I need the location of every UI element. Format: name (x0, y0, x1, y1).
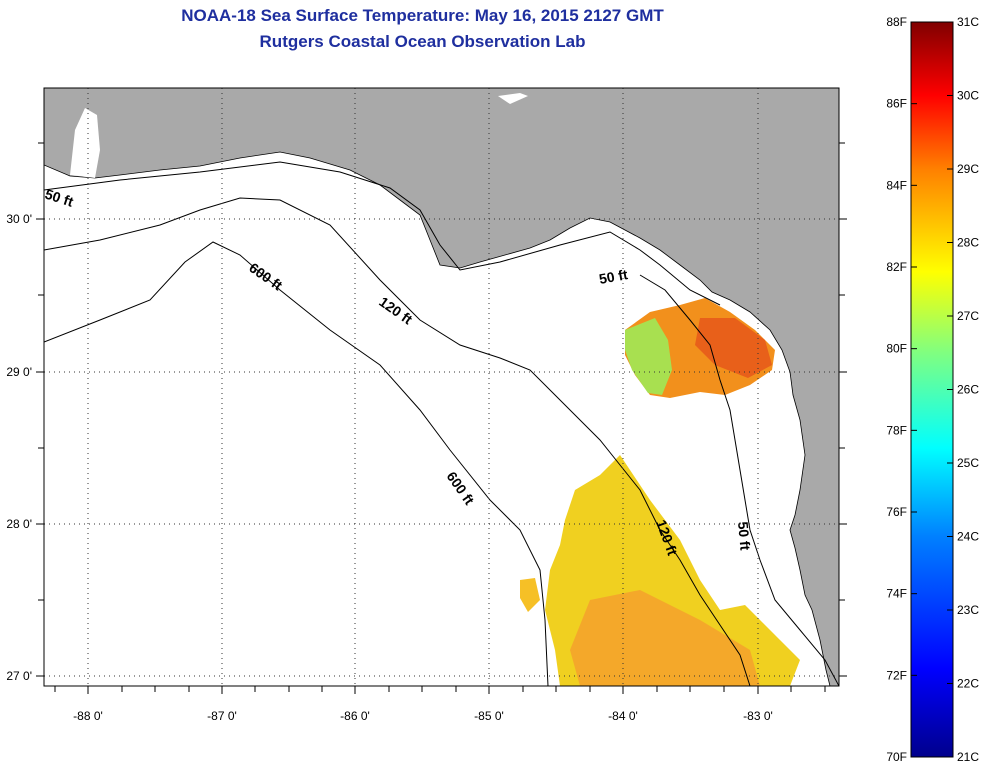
colorbar-c-label: 28C (957, 236, 979, 250)
colorbar-c-label: 27C (957, 309, 979, 323)
colorbar-f-label: 76F (886, 505, 907, 519)
colorbar-f-label: 88F (886, 15, 907, 29)
lon-tick-label: -88 0' (73, 709, 103, 723)
lat-tick-label: 30 0' (6, 212, 32, 226)
contour-label-50ft-bigbend: 50 ft (598, 266, 629, 287)
colorbar-c-label: 21C (957, 750, 979, 764)
colorbar-c-label: 23C (957, 603, 979, 617)
lake (498, 93, 528, 104)
lon-tick-label: -84 0' (608, 709, 638, 723)
colorbar-c-label: 30C (957, 89, 979, 103)
colorbar-f-label: 78F (886, 423, 907, 437)
sst-patch-south-warm (570, 590, 760, 686)
contour-label-50ft-east: 50 ft (735, 521, 753, 551)
map-frame (43, 87, 840, 687)
colorbar-f-label: 80F (886, 342, 907, 356)
contour-600ft (44, 241, 549, 686)
colorbar-f-label: 72F (886, 668, 907, 682)
lon-tick-label: -83 0' (743, 709, 773, 723)
lon-tick-label: -87 0' (207, 709, 237, 723)
colorbar-c-label: 29C (957, 162, 979, 176)
lon-tick-label: -85 0' (474, 709, 504, 723)
contour-50ft-east (639, 274, 839, 686)
map-subtitle: Rutgers Coastal Ocean Observation Lab (259, 32, 586, 51)
tick-marks (36, 142, 847, 694)
lat-tick-label: 29 0' (6, 365, 32, 379)
lat-tick-label: 27 0' (6, 669, 32, 683)
colorbar-c-label: 26C (957, 383, 979, 397)
colorbar-c-label: 22C (957, 677, 979, 691)
sst-patch-cool (625, 318, 672, 395)
lat-tick-label: 28 0' (6, 517, 32, 531)
land-mass (44, 88, 839, 686)
contour-50ft-west (44, 161, 721, 306)
colorbar-c-label: 24C (957, 530, 979, 544)
colorbar-f-label: 84F (886, 178, 907, 192)
colorbar-c-label: 25C (957, 456, 979, 470)
colorbar-c-label: 31C (957, 15, 979, 29)
sst-patch-warm (695, 318, 772, 378)
colorbar-f-label: 82F (886, 260, 907, 274)
lon-tick-label: -86 0' (340, 709, 370, 723)
colorbar-f-label: 86F (886, 97, 907, 111)
sst-speck (520, 578, 540, 612)
contour-120ft (44, 197, 751, 686)
map-title: NOAA-18 Sea Surface Temperature: May 16,… (181, 6, 664, 25)
colorbar-f-label: 74F (886, 587, 907, 601)
bay (70, 108, 100, 178)
colorbar-gradient (910, 21, 954, 758)
colorbar-f-label: 70F (886, 750, 907, 764)
